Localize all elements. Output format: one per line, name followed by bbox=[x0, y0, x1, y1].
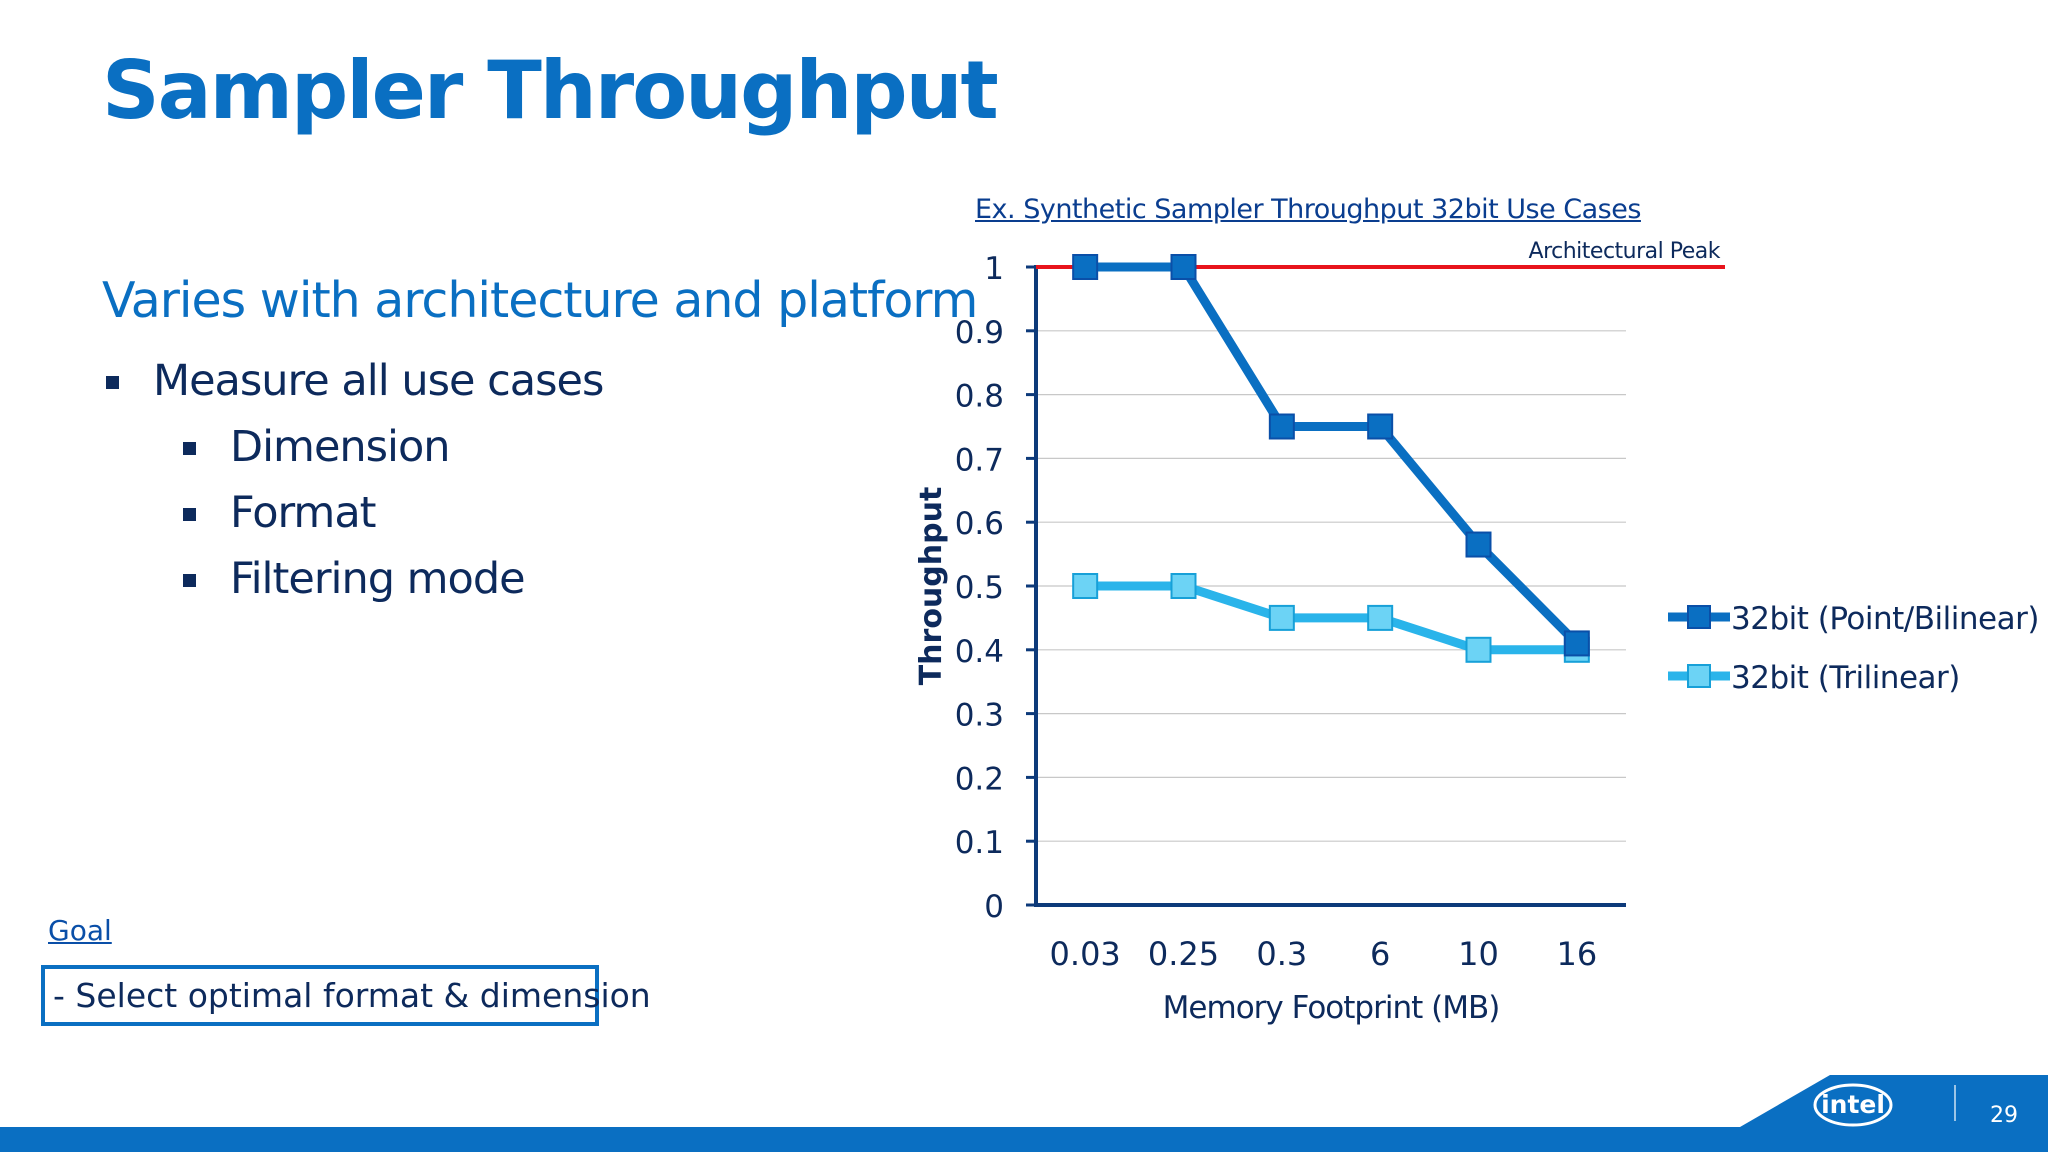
y-tick-label: 0.1 bbox=[955, 825, 1004, 861]
y-tick-label: 0.8 bbox=[955, 379, 1004, 415]
x-axis-title: Memory Footprint (MB) bbox=[1163, 990, 1500, 1026]
bullet-text: Format bbox=[230, 488, 377, 538]
data-point bbox=[1465, 531, 1492, 558]
legend-swatch-marker bbox=[1687, 605, 1711, 629]
page-number: 29 bbox=[1990, 1103, 2018, 1128]
goal-box: - Select optimal format & dimension bbox=[41, 965, 651, 1026]
slide-subtitle: Varies with architecture and platform bbox=[102, 272, 978, 329]
bullet-marker bbox=[183, 442, 196, 455]
x-tick-label: 16 bbox=[1556, 935, 1597, 973]
bullet-text: Dimension bbox=[230, 422, 451, 472]
chart-title: Ex. Synthetic Sampler Throughput 32bit U… bbox=[975, 194, 1641, 225]
bullet-measure: Measure all use cases bbox=[106, 356, 604, 406]
bullet-text: Measure all use cases bbox=[153, 356, 604, 406]
y-tick-label: 0 bbox=[984, 889, 1004, 925]
y-axis-title: Throughput bbox=[914, 487, 949, 686]
slide-title: Sampler Throughput bbox=[102, 44, 999, 137]
goal-label: Goal bbox=[48, 914, 112, 947]
intel-logo: intel bbox=[1813, 1083, 1893, 1127]
y-tick-label: 0.5 bbox=[955, 570, 1004, 606]
legend-swatch-marker bbox=[1687, 664, 1711, 688]
x-tick-label: 0.25 bbox=[1148, 935, 1219, 973]
legend-label: 32bit (Point/Bilinear) bbox=[1731, 601, 2039, 637]
bullet-text: Filtering mode bbox=[230, 554, 526, 604]
data-point bbox=[1268, 604, 1295, 631]
bullet-marker bbox=[106, 376, 119, 389]
intel-logo-text: intel bbox=[1821, 1090, 1885, 1119]
y-tick-label: 0.9 bbox=[955, 315, 1004, 351]
architectural-peak-label: Architectural Peak bbox=[1529, 239, 1721, 264]
series-line bbox=[1085, 581, 1577, 655]
sub-bullet-filtering: Filtering mode bbox=[183, 554, 526, 604]
data-point bbox=[1465, 636, 1492, 663]
y-tick-label: 0.4 bbox=[955, 634, 1004, 670]
y-tick-label: 0.7 bbox=[955, 442, 1004, 478]
y-tick-label: 0.2 bbox=[955, 761, 1004, 797]
sub-bullet-dimension: Dimension bbox=[183, 422, 451, 472]
data-point bbox=[1268, 413, 1295, 440]
footer-logo-panel: intel bbox=[1740, 1075, 2048, 1127]
series-line bbox=[1085, 262, 1581, 647]
bullet-marker bbox=[183, 574, 196, 587]
data-point bbox=[1367, 604, 1394, 631]
x-tick-label: 0.03 bbox=[1050, 935, 1121, 973]
data-point bbox=[1072, 254, 1099, 280]
data-point bbox=[1170, 573, 1197, 599]
data-point bbox=[1072, 573, 1099, 599]
y-tick-label: 1 bbox=[984, 251, 1004, 287]
x-tick-label: 0.3 bbox=[1256, 935, 1307, 973]
data-point bbox=[1170, 254, 1197, 280]
x-tick-label: 10 bbox=[1458, 935, 1499, 973]
y-tick-label: 0.3 bbox=[955, 698, 1004, 734]
bullet-marker bbox=[183, 508, 196, 521]
data-point bbox=[1367, 413, 1394, 440]
sub-bullet-format: Format bbox=[183, 488, 377, 538]
x-tick-label: 6 bbox=[1370, 935, 1390, 973]
data-point bbox=[1563, 630, 1590, 657]
legend-label: 32bit (Trilinear) bbox=[1731, 660, 1960, 696]
footer-bar bbox=[0, 1127, 2048, 1152]
y-tick-label: 0.6 bbox=[955, 506, 1004, 542]
